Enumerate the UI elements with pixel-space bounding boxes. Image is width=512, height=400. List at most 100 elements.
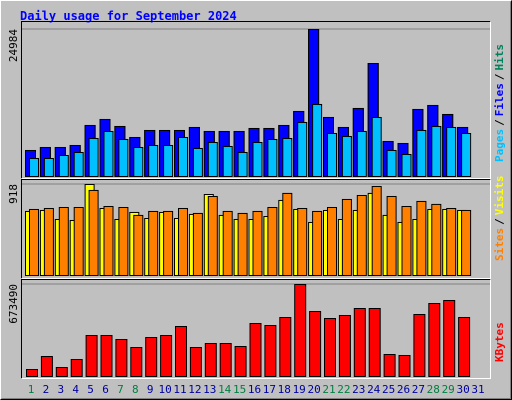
legend-entry: Sites	[493, 228, 506, 261]
bar	[252, 210, 263, 277]
x-tick-label: 29	[442, 383, 455, 396]
bar	[309, 311, 322, 377]
bar	[118, 206, 129, 276]
bar	[175, 326, 187, 378]
bar	[189, 347, 202, 378]
legend-entry: Visits	[493, 176, 506, 216]
bar	[204, 343, 217, 377]
frame	[21, 21, 491, 179]
bar	[160, 335, 173, 378]
bar	[282, 137, 293, 177]
bar	[58, 206, 69, 276]
bar	[163, 210, 174, 277]
bar	[29, 208, 39, 276]
bar	[324, 318, 336, 377]
bar	[103, 130, 114, 178]
bar	[371, 185, 382, 276]
bar	[416, 200, 427, 276]
bar	[234, 346, 247, 377]
bar	[356, 130, 367, 178]
bar	[428, 303, 441, 378]
bar	[416, 129, 427, 177]
bar	[401, 206, 412, 276]
x-tick-label: 11	[173, 383, 186, 396]
bar	[103, 206, 114, 276]
bar	[368, 308, 381, 377]
x-tick-label: 5	[87, 383, 94, 396]
bar	[446, 126, 457, 178]
bar	[237, 151, 248, 177]
bar	[26, 369, 38, 377]
bar	[264, 325, 277, 377]
x-tick-label: 20	[307, 383, 320, 396]
bar	[443, 300, 456, 377]
bar	[371, 116, 382, 177]
legend-entry: Hits	[493, 44, 506, 71]
bar	[88, 137, 99, 177]
x-tick-label: 31	[471, 383, 484, 396]
x-tick-label: 15	[233, 383, 246, 396]
bar	[130, 347, 143, 378]
bar	[43, 157, 54, 178]
bar	[267, 138, 278, 178]
bar	[148, 144, 159, 177]
x-tick-label: 19	[293, 383, 306, 396]
bar	[43, 207, 54, 276]
x-tick-label: 27	[412, 383, 425, 396]
legend-entry: KBytes	[493, 322, 506, 362]
bar	[145, 337, 158, 378]
legend-separator: /	[493, 73, 506, 80]
bar	[282, 192, 293, 276]
bar	[398, 355, 411, 377]
bar	[40, 356, 53, 378]
x-tick-label: 23	[352, 383, 365, 396]
bar	[386, 195, 397, 276]
bar	[458, 317, 471, 378]
bar	[88, 189, 99, 276]
bar	[222, 145, 233, 178]
bar	[192, 147, 203, 177]
x-tick-label: 30	[456, 383, 469, 396]
legend-separator: /	[493, 119, 506, 126]
bar	[100, 335, 113, 378]
frame	[21, 179, 491, 279]
bar	[431, 125, 442, 177]
bar	[249, 323, 262, 378]
bar	[178, 207, 188, 276]
bar	[353, 308, 366, 377]
legend: Sites / Visits	[493, 176, 506, 262]
x-tick-label: 9	[147, 383, 154, 396]
x-tick-label: 14	[218, 383, 232, 396]
bar	[58, 154, 69, 177]
bar	[178, 136, 188, 177]
bar	[383, 354, 396, 378]
bar	[148, 210, 159, 277]
bar	[338, 315, 351, 377]
frame	[21, 279, 491, 379]
bar	[133, 146, 144, 178]
bar	[219, 343, 232, 377]
legend: KBytes	[493, 322, 506, 362]
frame	[21, 21, 491, 179]
bar	[118, 138, 129, 178]
y-tick-label: 673490	[7, 284, 20, 324]
bar	[294, 284, 307, 377]
x-tick-label: 24	[367, 383, 381, 396]
bar	[29, 157, 39, 178]
bar	[267, 206, 278, 276]
bar	[327, 132, 337, 177]
bar	[207, 195, 218, 276]
bar	[312, 210, 323, 277]
bar	[85, 335, 98, 378]
bar	[115, 339, 128, 377]
y-tick-label: 918	[7, 184, 20, 204]
bar	[73, 206, 84, 276]
bar	[222, 210, 233, 277]
x-tick-label: 1	[28, 383, 35, 396]
x-tick-label: 16	[248, 383, 261, 396]
x-tick-label: 2	[43, 383, 50, 396]
bar	[386, 149, 397, 178]
